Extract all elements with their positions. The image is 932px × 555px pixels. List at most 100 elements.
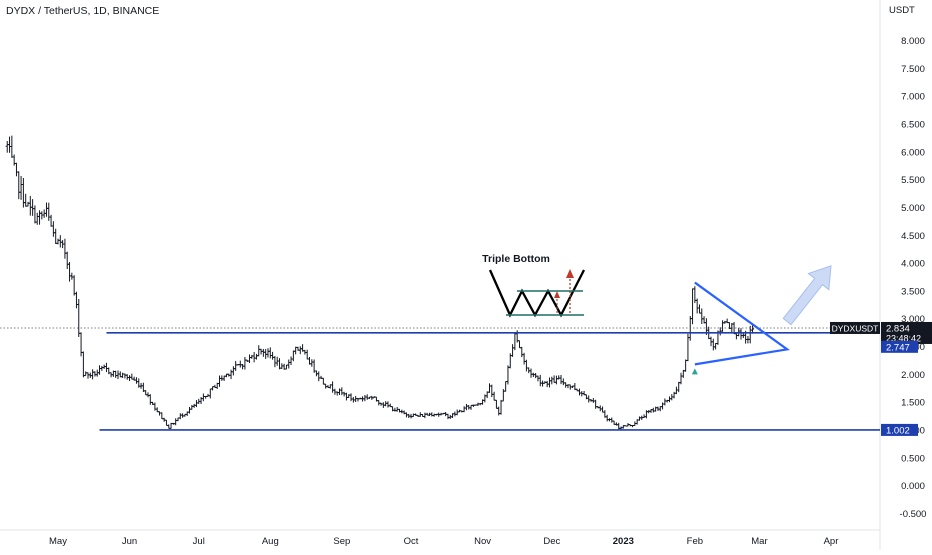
ohlc-bar [550,376,554,385]
measure-arrow-icon [554,291,560,298]
ohlc-bar [277,358,282,370]
ohlc-bar [144,390,148,396]
ohlc-bar [642,414,646,419]
ohlc-bar [522,352,526,365]
ohlc-bar [208,388,212,399]
x-tick-label: Mar [751,536,767,547]
ohlc-bar [56,238,60,245]
ohlc-bar [47,202,51,221]
ohlc-bar [97,365,102,375]
ohlc-bar [91,369,95,380]
ohlc-bar [462,406,466,413]
ohlc-bar [24,193,28,207]
currency-label: USDT [889,5,915,16]
ohlc-bar [270,351,275,360]
ohlc-bar [469,404,473,410]
ohlc-bar [321,377,325,385]
ohlc-bar [51,221,55,237]
ohlc-bar [104,362,109,373]
breakout-arrow-icon [566,269,574,278]
triangle-pattern[interactable] [694,281,790,366]
ohlc-bar [739,328,743,340]
current-price-bg [881,321,932,344]
ohlc-bar [467,405,471,410]
ohlc-bar [487,383,492,393]
y-tick-label: 8.000 [901,36,925,47]
ohlc-bar [637,416,642,421]
ohlc-bar [577,388,582,396]
y-tick-label: -0.500 [900,509,927,520]
ohlc-bar [116,370,120,380]
ohlc-bar [349,393,353,402]
ohlc-bar [44,202,49,217]
ohlc-bar [100,365,104,371]
ohlc-bar [330,381,335,393]
x-tick-label: Aug [262,536,279,547]
time-axis[interactable]: May Jun Jul Aug Sep Oct Nov Dec 2023 Feb Mar Apr [49,536,838,547]
ohlc-bar [287,359,291,369]
support-price-label: 1.002 [881,423,918,436]
ohlc-bar [552,375,556,383]
ohlc-bar [35,212,39,225]
ohlc-bar [305,349,309,360]
x-tick-label: Dec [543,536,560,547]
ohlc-bar [598,405,602,412]
ohlc-bar [700,308,704,325]
ohlc-bar [520,346,524,358]
ohlc-bar [178,413,182,420]
ticker-tag: DYDXUSDT [830,321,880,334]
ohlc-bar [337,388,342,396]
ohlc-bars [5,135,755,430]
resistance-price-bg [881,340,918,353]
price-axis[interactable]: USDT 8.000 7.500 7.000 6.500 6.000 5.500 5.000 4… [889,5,926,520]
ohlc-bar [14,162,19,177]
ohlc-bar [148,394,152,405]
ohlc-bar [690,288,695,325]
ohlc-bar [86,372,90,379]
ohlc-bar [538,374,542,387]
y-tick-label: 5.500 [901,175,925,186]
ohlc-bar [688,315,692,341]
ohlc-bar [365,394,369,400]
y-tick-label: 2.000 [901,370,925,381]
y-tick-label: 4.000 [901,259,925,270]
ohlc-bar [10,135,14,158]
ohlc-bar [344,392,349,401]
ohlc-bar [310,359,314,367]
ohlc-bar [711,338,715,351]
ohlc-bar [127,375,132,382]
signal-marker-icon [691,368,698,375]
x-tick-label: Apr [824,536,839,547]
ohlc-bar [160,412,164,420]
ohlc-bar [679,372,683,385]
ohlc-bar [506,365,510,385]
ohlc-bar [164,419,169,426]
y-tick-label: 6.500 [901,119,925,130]
support-price-value: 1.002 [886,425,910,436]
ohlc-bar [58,235,62,248]
ohlc-bar [247,354,252,363]
ohlc-bar [499,399,503,415]
ohlc-bar [17,171,21,200]
ohlc-bar [192,403,196,408]
ohlc-bar [510,344,515,357]
ohlc-bar [130,373,134,380]
ohlc-bar [229,369,233,380]
ohlc-bar [684,359,688,372]
ohlc-bar [217,375,222,387]
y-tick-label: 3.500 [901,286,925,297]
trend-lines[interactable] [0,265,880,431]
ohlc-bar [19,175,23,200]
symbol-info: DYDX / TetherUS, 1D, BINANCE [6,5,159,17]
x-tick-label: Feb [687,536,703,547]
ohlc-bar [587,395,591,403]
y-tick-label: 0.000 [901,481,925,492]
x-tick-label: Oct [404,536,419,547]
y-tick-label: 3.000 [901,314,925,325]
ohlc-bar [529,368,533,378]
ohlc-bar [504,381,508,392]
x-tick-label: Jun [122,536,137,547]
